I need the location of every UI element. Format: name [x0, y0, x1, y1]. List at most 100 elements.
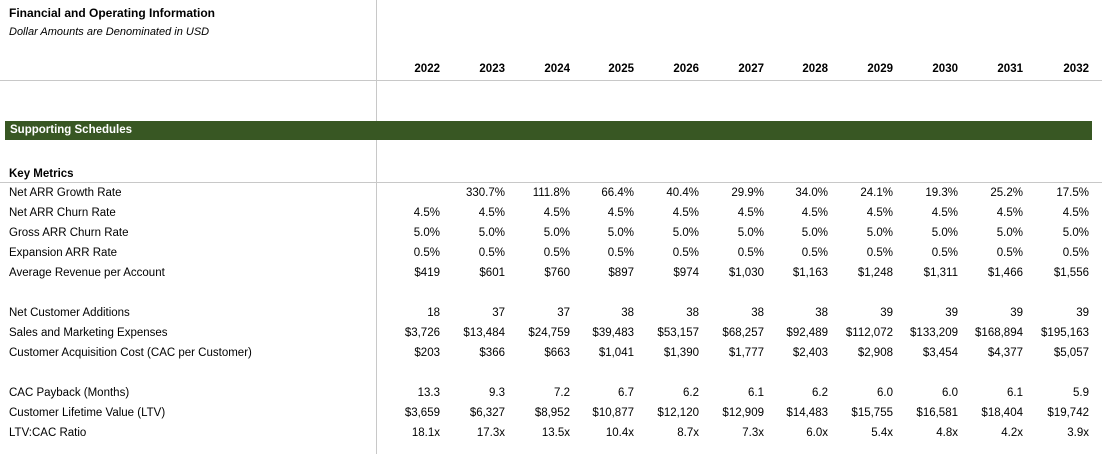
table-cell[interactable]: 39	[880, 307, 893, 319]
table-cell[interactable]: $39,483	[592, 327, 634, 339]
table-cell[interactable]: 4.2x	[1001, 427, 1023, 439]
table-cell[interactable]: $2,908	[857, 347, 893, 359]
table-cell[interactable]: 4.5%	[931, 207, 958, 219]
table-cell[interactable]: 0.5%	[413, 247, 440, 259]
table-cell[interactable]: 17.5%	[1056, 187, 1089, 199]
table-cell[interactable]: 18.1x	[411, 427, 440, 439]
table-cell[interactable]: $1,390	[663, 347, 699, 359]
table-cell[interactable]: 24.1%	[860, 187, 893, 199]
table-cell[interactable]: $12,120	[657, 407, 699, 419]
table-cell[interactable]: 6.0	[877, 387, 893, 399]
table-cell[interactable]: 25.2%	[990, 187, 1023, 199]
table-cell[interactable]: 6.0	[942, 387, 958, 399]
table-cell[interactable]: 5.0%	[866, 227, 893, 239]
table-cell[interactable]: 5.0%	[801, 227, 828, 239]
table-cell[interactable]: 6.1	[1007, 387, 1023, 399]
table-cell[interactable]: 0.5%	[996, 247, 1023, 259]
table-cell[interactable]: $24,759	[528, 327, 570, 339]
table-cell[interactable]: 66.4%	[601, 187, 634, 199]
table-cell[interactable]: 0.5%	[672, 247, 699, 259]
table-cell[interactable]: $974	[673, 267, 699, 279]
table-cell[interactable]: $601	[479, 267, 505, 279]
table-cell[interactable]: 6.7	[618, 387, 634, 399]
table-cell[interactable]: $663	[544, 347, 570, 359]
table-cell[interactable]: 7.2	[554, 387, 570, 399]
table-cell[interactable]: $133,209	[910, 327, 958, 339]
table-cell[interactable]: $1,311	[923, 267, 958, 279]
table-cell[interactable]: $3,659	[404, 407, 440, 419]
table-cell[interactable]: $10,877	[592, 407, 634, 419]
table-cell[interactable]: $4,377	[987, 347, 1023, 359]
table-cell[interactable]: 4.5%	[543, 207, 570, 219]
table-cell[interactable]: 5.0%	[1062, 227, 1089, 239]
table-cell[interactable]: 13.5x	[541, 427, 570, 439]
table-cell[interactable]: 38	[686, 307, 699, 319]
table-cell[interactable]: $19,742	[1047, 407, 1089, 419]
table-cell[interactable]: 19.3%	[925, 187, 958, 199]
table-cell[interactable]: 4.8x	[936, 427, 958, 439]
table-cell[interactable]: 8.7x	[677, 427, 699, 439]
table-cell[interactable]: 38	[815, 307, 828, 319]
table-cell[interactable]: 0.5%	[607, 247, 634, 259]
table-cell[interactable]: $195,163	[1041, 327, 1089, 339]
table-cell[interactable]: 0.5%	[737, 247, 764, 259]
table-cell[interactable]: 4.5%	[1062, 207, 1089, 219]
table-cell[interactable]: 37	[557, 307, 570, 319]
table-cell[interactable]: 39	[1076, 307, 1089, 319]
table-cell[interactable]: 0.5%	[478, 247, 505, 259]
table-cell[interactable]: 4.5%	[801, 207, 828, 219]
table-cell[interactable]: 0.5%	[1062, 247, 1089, 259]
table-cell[interactable]: $68,257	[722, 327, 764, 339]
table-cell[interactable]: $203	[414, 347, 440, 359]
table-cell[interactable]: 5.0%	[672, 227, 699, 239]
table-cell[interactable]: $1,248	[857, 267, 893, 279]
table-cell[interactable]: 4.5%	[737, 207, 764, 219]
table-cell[interactable]: 330.7%	[465, 187, 505, 199]
table-cell[interactable]: $1,777	[728, 347, 764, 359]
table-cell[interactable]: $15,755	[851, 407, 893, 419]
table-cell[interactable]: 6.2	[812, 387, 828, 399]
table-cell[interactable]: $2,403	[792, 347, 828, 359]
table-cell[interactable]: $6,327	[469, 407, 505, 419]
table-cell[interactable]: $168,894	[975, 327, 1023, 339]
table-cell[interactable]: 4.5%	[672, 207, 699, 219]
table-cell[interactable]: $8,952	[534, 407, 570, 419]
table-cell[interactable]: 18	[427, 307, 440, 319]
table-cell[interactable]: 4.5%	[996, 207, 1023, 219]
table-cell[interactable]: 40.4%	[666, 187, 699, 199]
table-cell[interactable]: 34.0%	[795, 187, 828, 199]
table-cell[interactable]: 5.0%	[478, 227, 505, 239]
table-cell[interactable]: $92,489	[786, 327, 828, 339]
table-cell[interactable]: $112,072	[845, 327, 893, 339]
table-cell[interactable]: $12,909	[722, 407, 764, 419]
table-cell[interactable]: 4.5%	[478, 207, 505, 219]
table-cell[interactable]: 0.5%	[931, 247, 958, 259]
table-cell[interactable]: $1,163	[792, 267, 828, 279]
table-cell[interactable]: 6.2	[683, 387, 699, 399]
table-cell[interactable]: 0.5%	[801, 247, 828, 259]
table-cell[interactable]: 3.9x	[1067, 427, 1089, 439]
table-cell[interactable]: 5.0%	[543, 227, 570, 239]
table-cell[interactable]: 111.8%	[532, 187, 570, 199]
table-cell[interactable]: 6.0x	[806, 427, 828, 439]
table-cell[interactable]: 17.3x	[476, 427, 505, 439]
table-cell[interactable]: $14,483	[786, 407, 828, 419]
table-cell[interactable]: $3,726	[404, 327, 440, 339]
table-cell[interactable]: $1,041	[598, 347, 634, 359]
table-cell[interactable]: 7.3x	[742, 427, 764, 439]
table-cell[interactable]: 38	[751, 307, 764, 319]
table-cell[interactable]: 5.0%	[996, 227, 1023, 239]
table-cell[interactable]: 5.0%	[737, 227, 764, 239]
table-cell[interactable]: 4.5%	[866, 207, 893, 219]
table-cell[interactable]: $5,057	[1053, 347, 1089, 359]
table-cell[interactable]: 37	[492, 307, 505, 319]
table-cell[interactable]: $1,466	[987, 267, 1023, 279]
table-cell[interactable]: 5.9	[1073, 387, 1089, 399]
table-cell[interactable]: 6.1	[748, 387, 764, 399]
table-cell[interactable]: $366	[479, 347, 505, 359]
table-cell[interactable]: $419	[414, 267, 440, 279]
table-cell[interactable]: 5.0%	[413, 227, 440, 239]
table-cell[interactable]: 9.3	[489, 387, 505, 399]
table-cell[interactable]: 39	[945, 307, 958, 319]
table-cell[interactable]: 39	[1010, 307, 1023, 319]
